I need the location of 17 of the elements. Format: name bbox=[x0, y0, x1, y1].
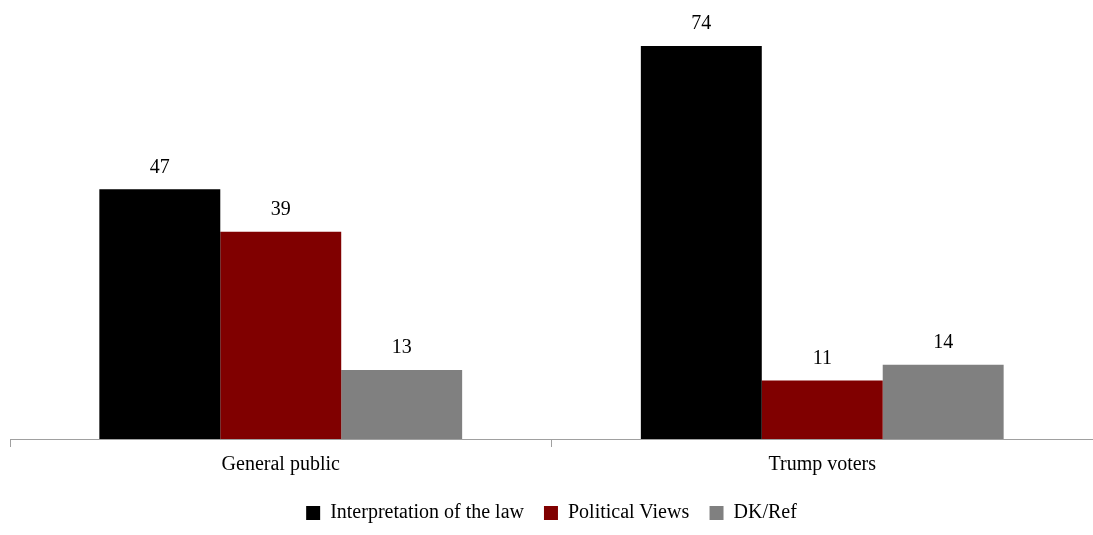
bar bbox=[761, 380, 883, 439]
data-label: 39 bbox=[270, 197, 291, 220]
bar bbox=[882, 364, 1004, 439]
data-label: 11 bbox=[812, 345, 832, 368]
bar bbox=[341, 369, 463, 439]
bar bbox=[640, 45, 762, 439]
data-label: 47 bbox=[149, 154, 170, 177]
x-tick-label: Trump voters bbox=[768, 452, 877, 476]
x-tick-label: General public bbox=[221, 452, 341, 476]
bar bbox=[99, 189, 221, 439]
data-label: 13 bbox=[391, 335, 412, 358]
legend-label: Interpretation of the law bbox=[330, 500, 525, 524]
data-label: 14 bbox=[933, 329, 954, 352]
data-label: 74 bbox=[691, 11, 712, 34]
legend-label: Political Views bbox=[567, 500, 690, 523]
legend-label: DK/Ref bbox=[733, 500, 798, 523]
bar bbox=[220, 231, 342, 439]
